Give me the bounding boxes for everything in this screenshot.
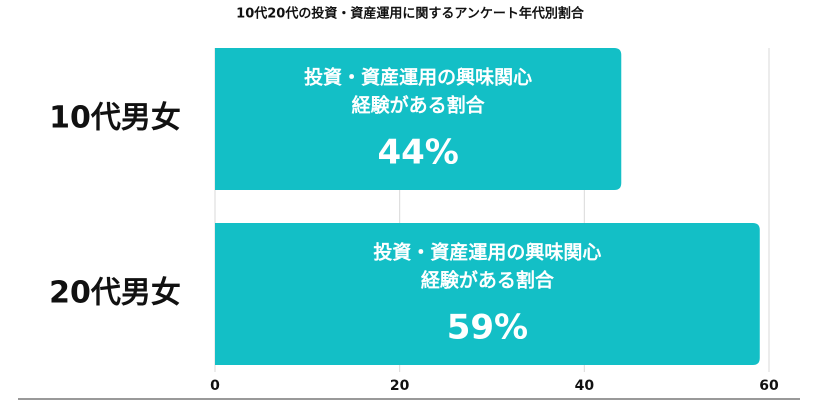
y-tick-label: 20代男女 (49, 276, 181, 311)
x-tick-label: 40 (575, 378, 595, 394)
bar-annotation: 経験がある割合 (421, 269, 555, 292)
bar (215, 48, 622, 190)
x-tick-label: 0 (210, 378, 220, 394)
bar-annotation: 投資・資産運用の興味関心 (373, 241, 601, 264)
chart-title: 10代20代の投資・資産運用に関するアンケート年代別割合 (236, 6, 585, 22)
y-tick-label: 10代男女 (49, 101, 181, 136)
bar-annotation: 経験がある割合 (352, 94, 486, 117)
value-label: 44% (377, 133, 458, 173)
bar (215, 223, 760, 365)
x-tick-label: 20 (390, 378, 410, 394)
bar-annotation: 投資・資産運用の興味関心 (304, 66, 532, 89)
value-label: 59% (447, 308, 528, 348)
x-tick-label: 60 (759, 378, 779, 394)
